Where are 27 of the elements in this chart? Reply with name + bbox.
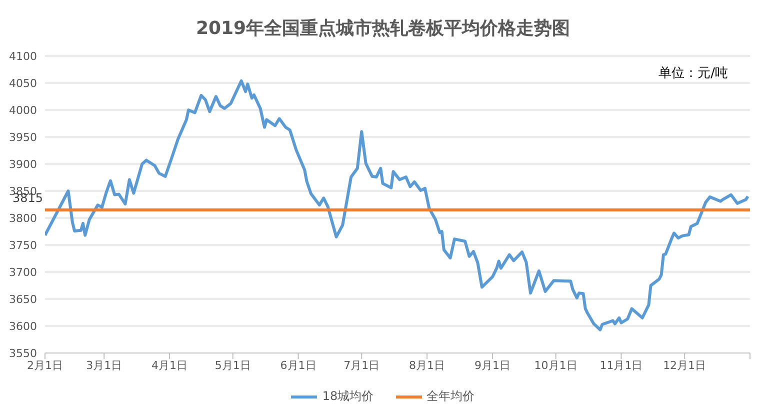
y-tick-label: 3600 — [9, 320, 37, 333]
x-tick-label: 10月1日 — [534, 358, 578, 372]
y-tick-label: 3700 — [9, 266, 37, 279]
annotation: 单位：元/吨 — [658, 65, 728, 82]
x-tick-label: 4月1日 — [152, 358, 188, 372]
chart-title: 2019年全国重点城市热轧卷板平均价格走势图 — [194, 17, 572, 40]
y-tick-label: 3550 — [9, 346, 37, 360]
y-tick-label: 3650 — [9, 292, 37, 306]
y-tick-label: 3800 — [9, 212, 37, 225]
x-tick-label: 2月1日 — [27, 358, 63, 372]
x-tick-label: 3月1日 — [86, 358, 122, 372]
x-tick-label: 11月1日 — [600, 358, 643, 372]
line-series — [45, 79, 750, 332]
y-tick-label: 3900 — [9, 158, 37, 171]
x-tick-label: 12月1日 — [663, 358, 706, 372]
x-tick-label: 5月1日 — [214, 358, 251, 372]
x-tick-label: 9月1日 — [474, 358, 510, 372]
x-tick-label: 7月1日 — [344, 358, 380, 372]
x-tick-label: 8月1日 — [409, 358, 446, 372]
y-tick-label: 3950 — [9, 130, 37, 144]
y-tick-label: 4000 — [9, 104, 37, 117]
x-tick-label: 6月1日 — [280, 358, 316, 372]
legend-label: 18城均价 — [321, 388, 374, 405]
y-tick-label: 4100 — [9, 50, 37, 63]
y-tick-label: 4050 — [9, 76, 37, 90]
y-tick-label: 3750 — [9, 238, 37, 252]
legend-label: 全年均价 — [426, 388, 475, 405]
